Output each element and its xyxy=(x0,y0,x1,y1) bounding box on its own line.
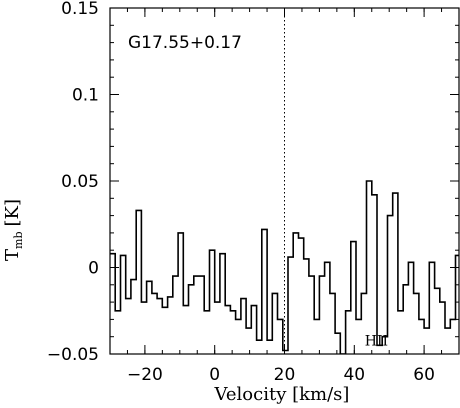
spectrum-series-line xyxy=(110,180,459,354)
y-tick-label: −0.05 xyxy=(47,345,99,365)
y-tick-label: 0.05 xyxy=(61,172,99,192)
y-axis-label-sub: mb xyxy=(12,232,25,249)
svg-text:Tmb[K]: Tmb [K] xyxy=(2,199,25,261)
source-label: G17.55+0.17 xyxy=(128,33,242,53)
y-tick-label: 0.15 xyxy=(61,0,99,19)
y-axis-label: Tmb [K] xyxy=(2,199,25,261)
y-tick-label: 0.1 xyxy=(72,86,99,106)
x-tick-label: −20 xyxy=(127,365,163,385)
plot-frame xyxy=(109,7,460,355)
x-tick-label: 60 xyxy=(413,365,435,385)
x-tick-label: 20 xyxy=(274,365,296,385)
y-axis-label-main: T xyxy=(2,249,23,261)
hii-annotation: HII xyxy=(365,333,388,349)
x-axis-label: Velocity [km/s] xyxy=(214,384,350,405)
x-tick-label: 0 xyxy=(209,365,220,385)
x-tick-label: 40 xyxy=(343,365,365,385)
y-tick-label: 0 xyxy=(88,259,99,279)
y-axis-label-unit: [K] xyxy=(2,199,23,227)
